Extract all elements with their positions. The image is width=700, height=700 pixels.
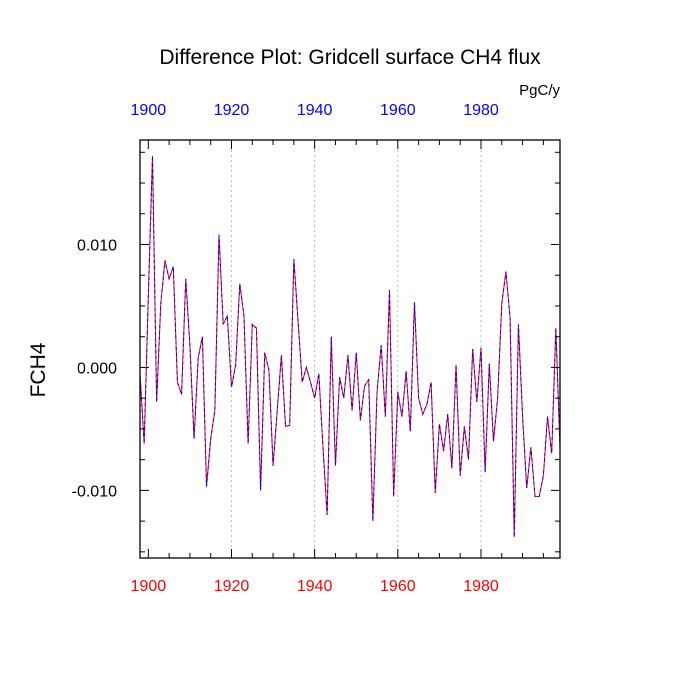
x-tick-label-bottom: 1980	[463, 578, 499, 595]
x-tick-label-bottom: 1940	[297, 578, 333, 595]
x-tick-label-bottom: 1920	[214, 578, 250, 595]
units-label: PgC/y	[519, 82, 560, 99]
axis-ticks	[140, 140, 560, 558]
x-tick-label-top: 1920	[214, 102, 250, 119]
gridlines	[231, 140, 482, 558]
x-tick-label-bottom: 1900	[131, 578, 167, 595]
y-tick-label: 0.010	[77, 238, 117, 255]
x-tick-label-top: 1900	[131, 102, 167, 119]
series-blue	[139, 155, 561, 538]
series-red	[139, 155, 561, 538]
y-tick-label: 0.000	[77, 360, 117, 377]
x-tick-label-bottom: 1960	[380, 578, 416, 595]
x-tick-label-top: 1980	[463, 102, 499, 119]
chart-title: Difference Plot: Gridcell surface CH4 fl…	[159, 46, 541, 69]
x-tick-label-top: 1940	[297, 102, 333, 119]
plot-frame	[139, 139, 561, 559]
y-tick-label: -0.010	[72, 483, 117, 500]
x-tick-label-top: 1960	[380, 102, 416, 119]
tick-labels: 1900 1900 1920 1920 1940 1940 1960 1960 1980 1980…	[72, 102, 499, 595]
y-axis-label: FCH4	[27, 342, 50, 397]
series-group	[139, 155, 561, 538]
